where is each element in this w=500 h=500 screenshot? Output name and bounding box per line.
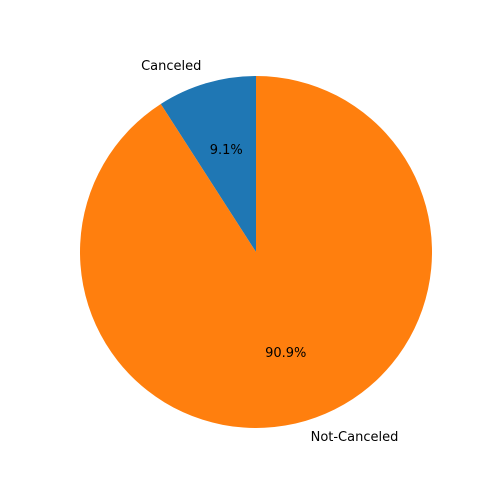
slice-category-label: Canceled xyxy=(141,59,201,74)
slice-percent-label: 90.9% xyxy=(265,346,306,361)
slice-category-label: Not-Canceled xyxy=(311,430,399,445)
slices-layer xyxy=(80,76,432,428)
slice-percent-label: 9.1% xyxy=(210,143,243,158)
pie-slice-canceled xyxy=(160,76,256,252)
pie-slice-not-canceled xyxy=(80,76,432,428)
labels-layer: 9.1% Canceled 90.9% Not-Canceled xyxy=(141,59,398,445)
